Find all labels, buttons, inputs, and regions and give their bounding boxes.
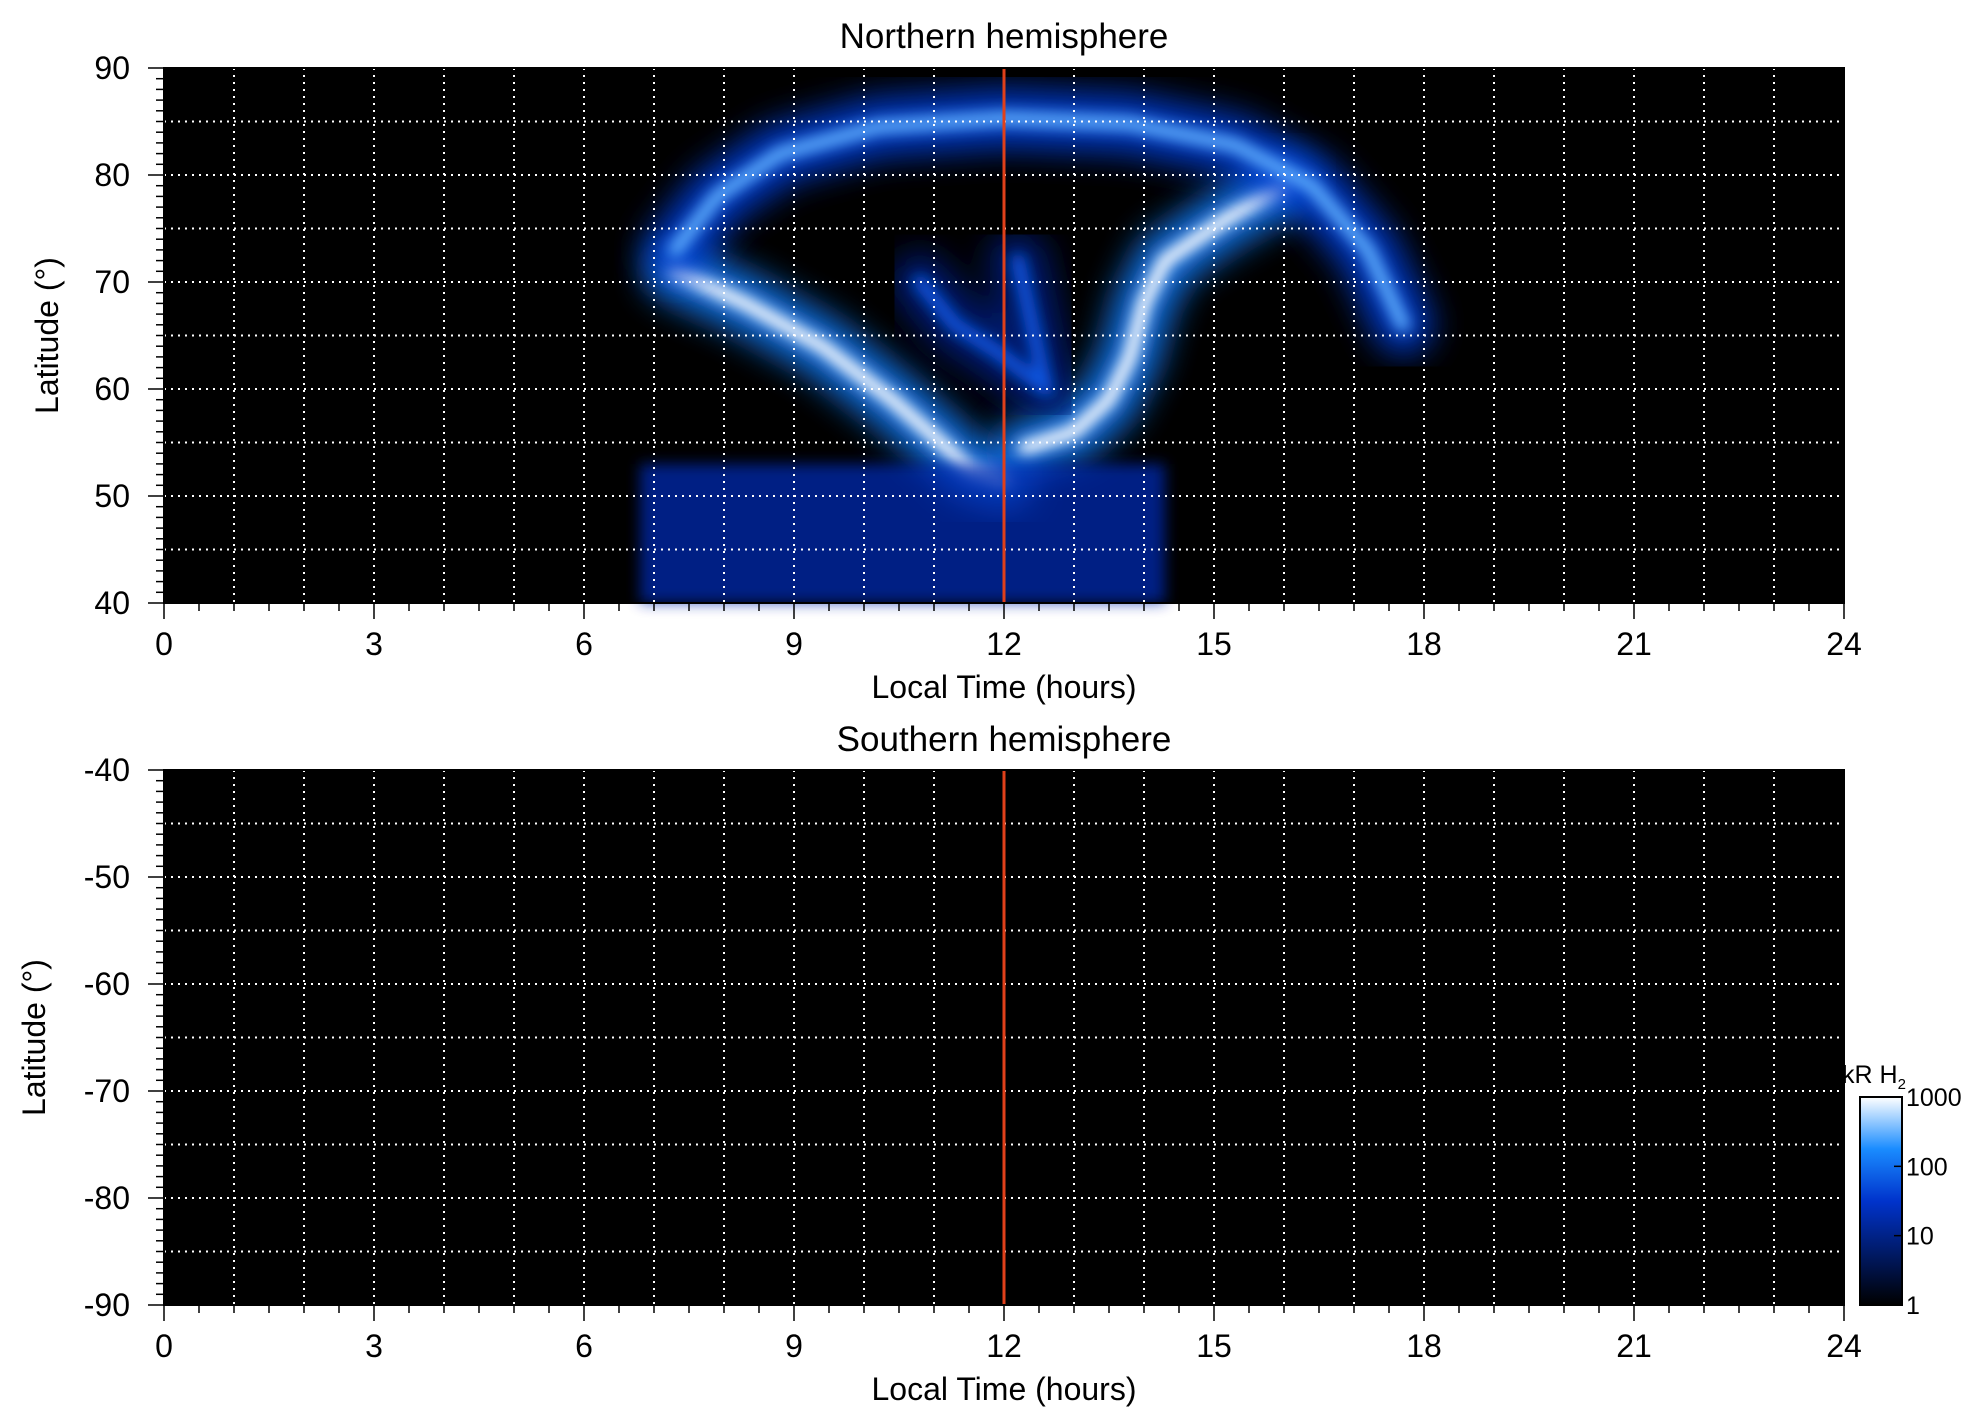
colorbar-tick-label: 100 <box>1906 1153 1948 1181</box>
y-tick-label: 80 <box>94 157 130 193</box>
x-tick-label: 15 <box>1196 1328 1232 1364</box>
x-tick-label: 3 <box>365 1328 383 1364</box>
x-tick-label: 9 <box>785 626 803 662</box>
x-tick-label: 0 <box>155 1328 173 1364</box>
colorbar-label-main: kR H <box>1842 1061 1898 1089</box>
colorbar-label-subscript: 2 <box>1898 1076 1906 1093</box>
colorbar-ticks: 1000 100 10 1 <box>1894 1084 1962 1320</box>
y-tick-label: -80 <box>84 1180 130 1216</box>
x-tick-label: 24 <box>1826 1328 1862 1364</box>
x-tick-label: 6 <box>575 1328 593 1364</box>
axes: 0 3 6 9 12 15 18 21 24 -40 -50 -60 -70 -80 -90 <box>84 752 1862 1364</box>
emission-polar-patches <box>913 253 1053 396</box>
x-tick-label: 21 <box>1616 1328 1652 1364</box>
chart-title: Southern hemisphere <box>837 720 1172 759</box>
x-tick-label: 15 <box>1196 626 1232 662</box>
chart-title: Northern hemisphere <box>840 17 1169 56</box>
y-tick-label: 90 <box>94 50 130 86</box>
y-tick-label: -50 <box>84 859 130 895</box>
axes: 0 3 6 9 12 15 18 21 24 40 50 60 70 80 90 <box>94 50 1861 662</box>
emission-main-oval-dusk <box>1018 178 1291 455</box>
x-tick-label: 12 <box>986 626 1022 662</box>
emission-diffuse-low-latitude <box>640 463 1165 603</box>
y-tick-label: 60 <box>94 371 130 407</box>
x-tick-label: 3 <box>365 626 383 662</box>
y-axis-label: Latitude (°) <box>16 959 52 1116</box>
panel-southern: Southern hemisphere 0 3 6 9 12 15 18 21 24 -40 -50… <box>16 720 1862 1407</box>
y-tick-label: -40 <box>84 752 130 788</box>
colorbar-tick-label: 10 <box>1906 1223 1934 1251</box>
x-axis-label: Local Time (hours) <box>872 669 1137 705</box>
colorbar-gradient <box>1859 1096 1903 1306</box>
y-tick-label: 70 <box>94 264 130 300</box>
y-tick-label: -90 <box>84 1287 130 1323</box>
x-tick-label: 12 <box>986 1328 1022 1364</box>
x-tick-label: 0 <box>155 626 173 662</box>
colorbar-label: kR H2 <box>1842 1061 1906 1093</box>
colorbar-tick-label: 1 <box>1906 1292 1920 1320</box>
emission-layer <box>640 88 1433 603</box>
panel-northern: Northern hemisphere 0 3 6 9 12 15 18 21 24 40 50 60… <box>29 17 1862 705</box>
x-tick-label: 18 <box>1406 1328 1442 1364</box>
x-tick-label: 21 <box>1616 626 1652 662</box>
y-axis-label: Latitude (°) <box>29 257 65 414</box>
y-tick-label: -70 <box>84 1073 130 1109</box>
colorbar-tick-label: 1000 <box>1906 1084 1962 1112</box>
x-tick-label: 18 <box>1406 626 1442 662</box>
x-axis-label: Local Time (hours) <box>872 1371 1137 1407</box>
colorbar: kR H2 1000 100 10 1 <box>1842 1061 1962 1320</box>
x-tick-label: 24 <box>1826 626 1862 662</box>
x-tick-label: 9 <box>785 1328 803 1364</box>
y-tick-label: -60 <box>84 966 130 1002</box>
y-tick-label: 40 <box>94 585 130 621</box>
y-tick-label: 50 <box>94 478 130 514</box>
x-tick-label: 6 <box>575 626 593 662</box>
